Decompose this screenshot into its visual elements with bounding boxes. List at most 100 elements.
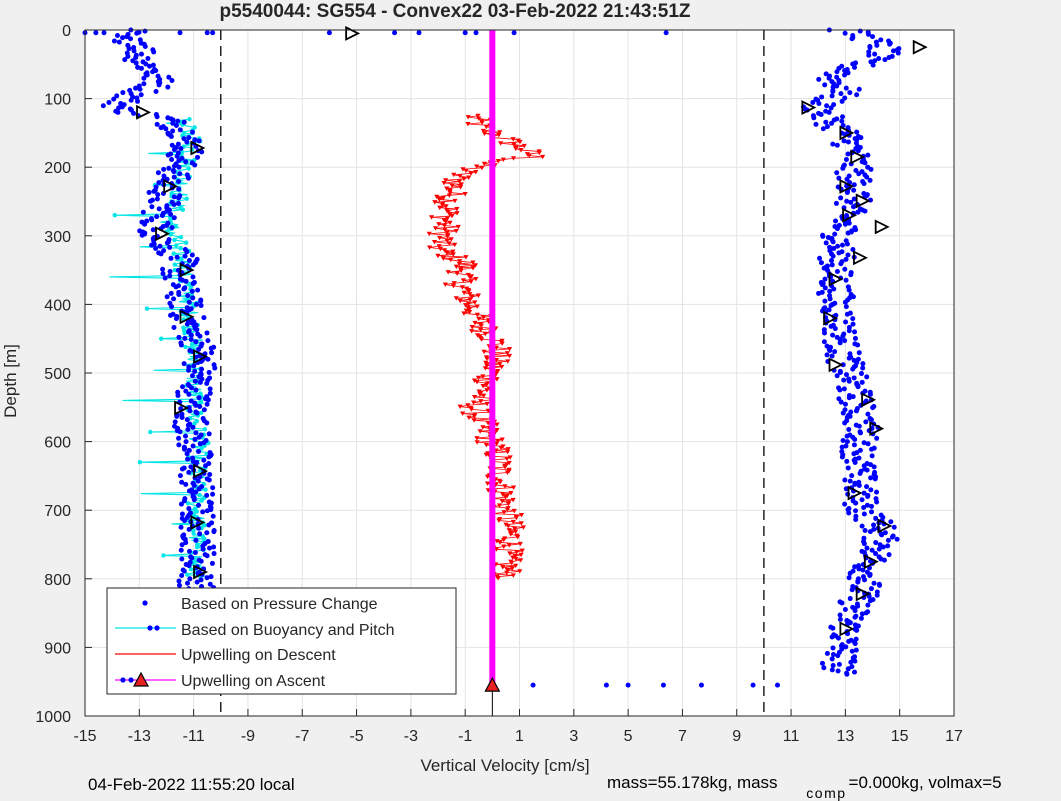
pressure-point xyxy=(854,129,860,135)
pressure-point xyxy=(210,485,216,491)
pressure-point xyxy=(855,579,861,585)
descent-point xyxy=(526,153,532,158)
descent-point xyxy=(502,484,508,489)
pressure-point xyxy=(189,288,195,294)
descent-point xyxy=(466,309,473,315)
pressure-point xyxy=(212,365,218,371)
pressure-point xyxy=(880,544,886,550)
pressure-point xyxy=(186,391,192,397)
descent-point xyxy=(454,211,460,216)
pressure-point xyxy=(198,577,204,583)
pressure-point xyxy=(120,90,126,96)
marker-triangle xyxy=(839,178,855,194)
pressure-point xyxy=(886,552,892,558)
pressure-point xyxy=(843,644,849,650)
marker-triangle xyxy=(163,178,179,194)
pressure-point xyxy=(861,440,867,446)
pressure-point xyxy=(135,98,141,104)
mass-subscript: comp xyxy=(806,785,847,801)
descent-point xyxy=(461,176,467,182)
pressure-point xyxy=(821,665,827,671)
pressure-point xyxy=(861,490,867,496)
descent-point xyxy=(434,194,440,200)
descent-point xyxy=(506,460,512,466)
pressure-point xyxy=(156,206,162,212)
pressure-point xyxy=(184,139,190,145)
descent-point xyxy=(444,238,450,244)
pressure-point xyxy=(141,75,147,81)
pressure-point xyxy=(774,682,780,688)
pressure-point xyxy=(844,241,850,247)
descent-point xyxy=(511,508,517,514)
descent-point xyxy=(498,445,504,451)
descent-point xyxy=(445,209,451,215)
descent-point xyxy=(432,200,438,205)
buoyancy-point xyxy=(159,336,164,341)
pressure-point xyxy=(204,530,210,536)
pressure-point xyxy=(166,165,172,171)
pressure-point xyxy=(178,342,184,348)
descent-point xyxy=(517,541,523,547)
buoyancy-point xyxy=(178,234,184,240)
descent-point xyxy=(447,190,453,195)
descent-point xyxy=(510,555,516,560)
pressure-point xyxy=(172,419,178,425)
pressure-point xyxy=(199,366,205,372)
pressure-point xyxy=(852,658,858,664)
descent-point xyxy=(484,401,490,407)
descent-point xyxy=(481,393,487,399)
pressure-point xyxy=(850,294,856,300)
pressure-point xyxy=(869,509,875,515)
pressure-point xyxy=(870,34,876,40)
pressure-point xyxy=(211,551,217,557)
legend[interactable]: Based on Pressure Change Based on Buoyan… xyxy=(106,587,457,695)
pressure-point xyxy=(840,333,846,339)
pressure-point xyxy=(844,458,850,464)
x-tick-label: 11 xyxy=(783,728,800,745)
marker-triangle xyxy=(847,485,863,501)
descent-point xyxy=(494,422,500,427)
descent-point xyxy=(466,175,472,180)
pressure-point xyxy=(849,648,855,654)
pressure-point xyxy=(873,515,879,521)
pressure-point xyxy=(855,148,861,154)
pressure-point xyxy=(829,262,835,268)
pressure-point xyxy=(184,580,190,586)
pressure-point xyxy=(181,119,187,125)
pressure-point xyxy=(867,391,873,397)
descent-point xyxy=(456,261,462,267)
pressure-point xyxy=(194,327,200,333)
descent-point xyxy=(454,271,460,276)
descent-point xyxy=(518,552,524,558)
pressure-point xyxy=(186,367,192,373)
descent-point xyxy=(472,300,478,305)
pressure-point xyxy=(834,268,840,274)
pressure-point xyxy=(156,82,162,88)
x-tick-label: 1 xyxy=(515,728,524,745)
y-tick-label: 900 xyxy=(44,640,71,657)
pressure-point xyxy=(824,352,830,358)
pressure-point xyxy=(853,647,859,653)
pressure-point xyxy=(196,346,202,352)
pressure-point xyxy=(155,192,161,198)
pressure-point xyxy=(853,500,859,506)
pressure-point xyxy=(847,570,853,576)
descent-point xyxy=(479,165,485,171)
descent-point xyxy=(458,268,464,274)
descent-point xyxy=(473,170,479,175)
descent-point xyxy=(475,375,482,381)
pressure-point xyxy=(828,105,834,111)
pressure-point xyxy=(839,600,845,606)
pressure-point xyxy=(140,209,146,215)
pressure-point xyxy=(870,405,876,411)
pressure-point xyxy=(841,138,847,144)
pressure-point xyxy=(826,75,832,81)
buoyancy-point xyxy=(197,492,202,498)
pressure-point xyxy=(190,443,196,449)
pressure-point xyxy=(845,252,851,258)
mass-text: mass=55.178kg, mass xyxy=(607,773,778,792)
pressure-point xyxy=(126,46,132,52)
pressure-point xyxy=(193,402,199,408)
pressure-point xyxy=(171,174,177,180)
pressure-point xyxy=(857,430,863,436)
